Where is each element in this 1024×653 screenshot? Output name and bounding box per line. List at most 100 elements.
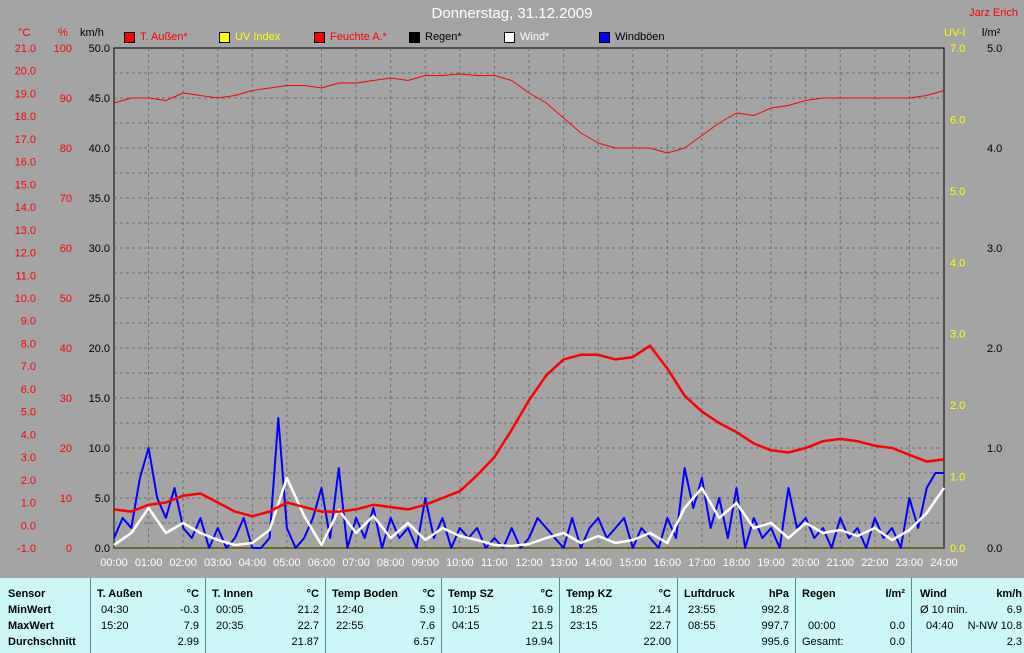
- stats-min-time: 18:25: [570, 604, 598, 616]
- temp-tick-label: 7.0: [21, 361, 36, 373]
- temp-tick-label: 1.0: [21, 498, 36, 510]
- stats-value: N-NW 10.8: [968, 620, 1022, 632]
- stats-header: Temp Boden: [332, 588, 398, 600]
- uv-axis-header: UV-I: [944, 27, 966, 39]
- x-tick-label: 11:00: [481, 557, 508, 569]
- stats-row-label: MinWert: [8, 604, 52, 616]
- stats-max-value: 997.7: [761, 620, 789, 632]
- legend-rain: Regen*: [409, 31, 462, 43]
- stats-average: 995.6: [761, 636, 789, 648]
- hum-tick-label: 90: [60, 93, 72, 105]
- x-tick-label: 04:00: [239, 557, 267, 569]
- stats-row-label: MaxWert: [8, 620, 54, 632]
- stats-value: 0.0: [889, 620, 905, 632]
- stats-min-value: 16.9: [531, 604, 553, 616]
- temp-tick-label: 8.0: [21, 338, 36, 350]
- stats-table: Sensor MinWert MaxWert Durchschnitt T. A…: [0, 578, 1024, 653]
- stats-max-value: 21.5: [531, 620, 553, 632]
- stats-average: 21.87: [291, 636, 319, 648]
- hum-axis-header: %: [58, 27, 68, 39]
- rain-axis-header: l/m²: [982, 27, 1001, 39]
- legend-label: Windböen: [615, 31, 665, 43]
- temp-tick-label: 13.0: [15, 225, 36, 237]
- stats-column: Temp KZ °C 18:25 21.4 23:15 22.7 22.00: [560, 578, 678, 653]
- stats-value: 2.3: [1006, 636, 1022, 648]
- uv-tick-label: 2.0: [950, 400, 965, 412]
- wind-tick-label: 40.0: [89, 143, 110, 155]
- stats-unit: l/m²: [885, 588, 905, 600]
- temp-tick-label: -1.0: [17, 543, 36, 555]
- temp-tick-label: 18.0: [15, 111, 36, 123]
- temp-tick-label: 14.0: [15, 202, 36, 214]
- stats-min-time: 10:15: [452, 604, 480, 616]
- uv-tick-label: 6.0: [950, 114, 965, 126]
- stats-average: 6.57: [413, 636, 435, 648]
- hum-tick-label: 70: [60, 193, 72, 205]
- x-tick-label: 10:00: [446, 557, 474, 569]
- hum-tick-label: 80: [60, 143, 72, 155]
- stats-header: T. Innen: [212, 588, 253, 600]
- x-tick-label: 24:00: [930, 557, 958, 569]
- legend-label: UV Index: [235, 31, 281, 43]
- uv-tick-label: 1.0: [950, 472, 965, 484]
- x-tick-label: 02:00: [169, 557, 197, 569]
- stats-value: 0.0: [889, 636, 905, 648]
- series-lines: [113, 73, 946, 549]
- x-tick-label: 16:00: [654, 557, 682, 569]
- series-line-feuchte-a: [113, 73, 945, 154]
- legend-temp-outside: T. Außen*: [124, 31, 188, 43]
- temp-tick-label: 12.0: [15, 248, 36, 260]
- weather-chart: 21.0 20.0 19.0 18.0 17.0 16.0 15.0 14.0 13.0 12.0…: [15, 43, 1003, 569]
- x-tick-label: 12:00: [515, 557, 543, 569]
- stats-min-time: 00:05: [216, 604, 244, 616]
- legend-label: Regen*: [425, 31, 462, 43]
- uv-tick-label: 7.0: [950, 43, 965, 55]
- stats-max-time: 04:15: [452, 620, 480, 632]
- uv-tick-label: 3.0: [950, 329, 965, 341]
- stats-header: Temp SZ: [448, 588, 494, 600]
- wind-tick-label: 5.0: [95, 493, 110, 505]
- temp-tick-label: 5.0: [21, 407, 36, 419]
- x-tick-label: 03:00: [204, 557, 232, 569]
- wind-tick-label: 20.0: [89, 343, 110, 355]
- series-line-wind: [113, 476, 946, 548]
- stats-unit: °C: [540, 588, 553, 600]
- stats-min-value: -0.3: [180, 604, 199, 616]
- stats-min-time: 04:30: [101, 604, 129, 616]
- temp-tick-label: 21.0: [15, 43, 36, 55]
- temp-tick-label: 15.0: [15, 179, 36, 191]
- x-tick-label: 18:00: [723, 557, 751, 569]
- stats-min-time: 23:55: [688, 604, 716, 616]
- stats-value: Ø 10 min.: [920, 604, 968, 616]
- stats-min-value: 21.2: [297, 604, 319, 616]
- stats-wind-column: Wind km/h Ø 10 min. 6.9 04:40 N-NW 10.8 …: [912, 578, 1024, 653]
- legend-swatch: [599, 31, 610, 43]
- legend-humidity: Feuchte A.*: [314, 31, 387, 43]
- stats-max-time: 08:55: [688, 620, 716, 632]
- x-tick-label: 07:00: [342, 557, 370, 569]
- temp-tick-label: 20.0: [15, 66, 36, 78]
- stats-value: 04:40: [926, 620, 954, 632]
- uv-tick-label: 5.0: [950, 186, 965, 198]
- stats-unit: °C: [658, 588, 671, 600]
- stats-wind-direction: N-NW: [967, 620, 998, 632]
- grid-lines: [114, 48, 944, 548]
- stats-header: Luftdruck: [684, 588, 735, 600]
- stats-unit: °C: [186, 588, 199, 600]
- x-tick-label: 15:00: [619, 557, 647, 569]
- wind-tick-label: 50.0: [89, 43, 110, 55]
- stats-rain-column: Regen l/m² 00:00 0.0 Gesamt: 0.0: [796, 578, 912, 653]
- stats-column: T. Außen °C 04:30 -0.3 15:20 7.9 2.99: [91, 578, 206, 653]
- stats-sensor-column: Sensor MinWert MaxWert Durchschnitt: [0, 578, 91, 653]
- legend-wind: Wind*: [504, 31, 549, 43]
- wind-tick-label: 35.0: [89, 193, 110, 205]
- stats-value: 00:00: [808, 620, 836, 632]
- right-axes: 7.0 6.0 5.0 4.0 3.0 2.0 1.0 0.0 5.0 4.0 3.0 2.0 1.0 0…: [950, 43, 1002, 555]
- x-tick-label: 00:00: [100, 557, 128, 569]
- chart-title: Donnerstag, 31.12.2009: [431, 5, 593, 22]
- legend-uv-index: UV Index: [219, 31, 280, 43]
- stats-value: Gesamt:: [802, 636, 844, 648]
- rain-tick-label: 4.0: [987, 143, 1002, 155]
- hum-tick-label: 50: [60, 293, 72, 305]
- stats-max-value: 22.7: [649, 620, 671, 632]
